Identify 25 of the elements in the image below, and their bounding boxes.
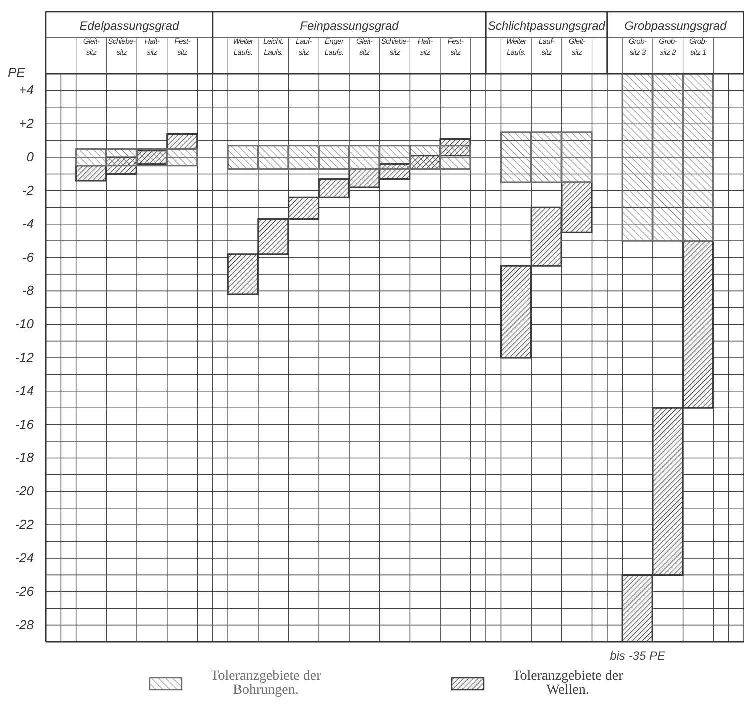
annotation: bis -35 PE bbox=[610, 649, 666, 663]
y-tick-label: -20 bbox=[15, 484, 35, 499]
y-tick-label: -24 bbox=[15, 550, 34, 566]
y-tick-label: -16 bbox=[15, 416, 35, 432]
y-tick-label: -2 bbox=[22, 182, 35, 198]
y-axis-title: PE bbox=[8, 65, 26, 80]
y-tick-label: -26 bbox=[15, 584, 35, 599]
text: Grobpassungsgrad bbox=[624, 19, 728, 33]
y-tick-label: -28 bbox=[15, 617, 35, 632]
legend-label: Toleranzgebiete der Bohrungen. bbox=[210, 669, 322, 698]
y-tick-label: -10 bbox=[15, 316, 35, 332]
y-tick-label: -18 bbox=[15, 450, 35, 466]
y-tick-label: -12 bbox=[15, 350, 35, 365]
y-tick-label: -14 bbox=[15, 383, 34, 398]
text: Edelpassungsgrad bbox=[80, 19, 180, 33]
y-tick-label: -8 bbox=[22, 283, 35, 298]
y-tick-label: 0 bbox=[26, 150, 35, 165]
legend-label: Toleranzgebiete der Wellen. bbox=[512, 669, 624, 698]
y-tick-label: -4 bbox=[22, 216, 34, 232]
text: Schlichtpassungsgrad bbox=[488, 19, 606, 33]
y-tick-label: -6 bbox=[22, 250, 35, 265]
y-tick-label: -22 bbox=[15, 517, 35, 532]
y-tick-label: +4 bbox=[19, 82, 34, 98]
y-tick-label: +2 bbox=[19, 116, 35, 132]
text: Feinpassungsgrad bbox=[300, 19, 400, 33]
